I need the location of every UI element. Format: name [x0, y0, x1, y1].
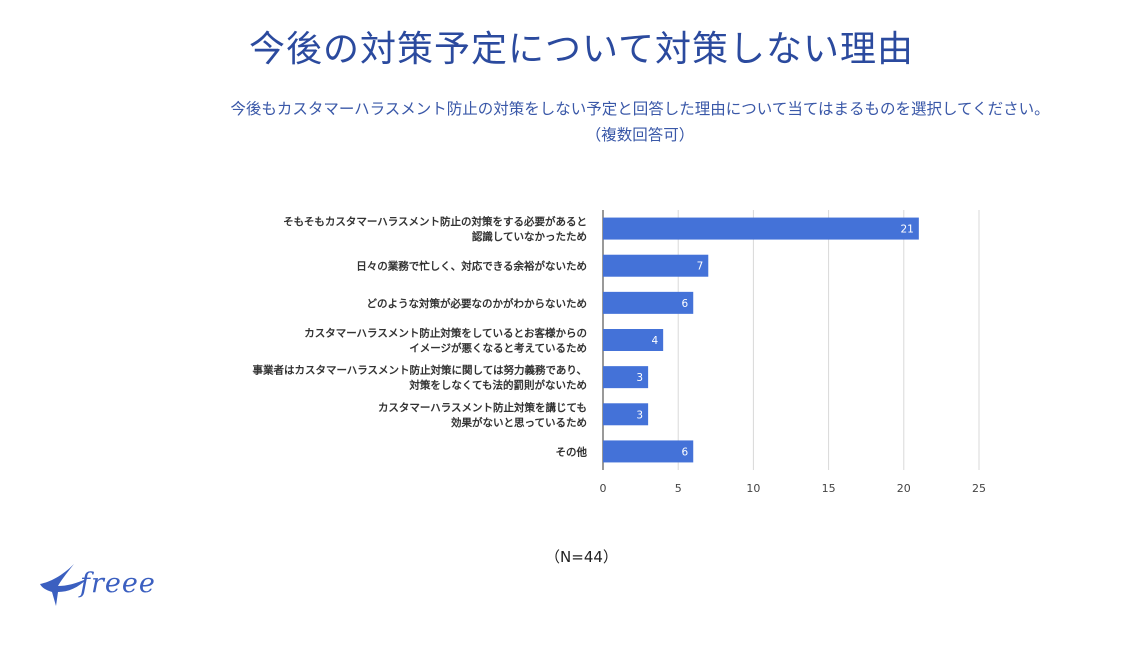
bar-6	[603, 440, 694, 463]
bar-1	[603, 254, 709, 277]
bar-0	[603, 217, 919, 240]
bar-5	[603, 403, 649, 426]
bird-icon	[40, 564, 88, 606]
bar-4	[603, 366, 649, 389]
bar-value-label-6: 6	[682, 446, 689, 458]
category-label-3-0: カスタマーハラスメント防止対策をしているとお客様からの	[304, 327, 587, 340]
category-label-2-0: どのような対策が必要なのかがわからないため	[367, 297, 588, 310]
bar-value-label-5: 3	[636, 409, 643, 421]
category-label-4-0: 事業者はカスタマーハラスメント防止対策に関しては努力義務であり、	[252, 364, 587, 377]
x-tick-label-0: 0	[600, 482, 607, 495]
subtitle-line-1: 今後もカスタマーハラスメント防止の対策をしない予定と回答した理由について当てはま…	[230, 100, 1050, 118]
x-tick-label-2: 10	[746, 482, 760, 495]
bar-value-label-4: 3	[636, 372, 643, 384]
sample-size-note: （N=44）	[545, 548, 618, 566]
subtitle-line-2: （複数回答可）	[585, 126, 695, 144]
x-tick-label-1: 5	[675, 482, 682, 495]
x-tick-label-5: 25	[972, 482, 986, 495]
freee-logo: freee	[36, 560, 166, 616]
x-tick-label-4: 20	[897, 482, 911, 495]
chart-title: 今後の対策予定について対策しない理由	[249, 29, 914, 70]
category-label-3-1: イメージが悪くなると考えているため	[409, 342, 587, 355]
bar-2	[603, 291, 694, 314]
bar-3	[603, 329, 664, 351]
category-label-0-0: そもそもカスタマーハラスメント防止の対策をする必要があると	[283, 215, 587, 228]
category-label-6-0: その他	[556, 445, 588, 458]
category-label-5-1: 効果がないと思っているため	[451, 416, 587, 429]
x-tick-label-3: 15	[822, 482, 836, 495]
bar-value-label-2: 6	[682, 298, 689, 310]
category-label-5-0: カスタマーハラスメント防止対策を講じても	[378, 401, 587, 414]
bar-value-label-1: 7	[697, 261, 704, 273]
category-label-1-0: 日々の業務で忙しく、対応できる余裕がないため	[356, 260, 587, 273]
bar-value-label-0: 21	[900, 224, 913, 236]
bar-value-label-3: 4	[651, 335, 658, 347]
category-label-4-1: 対策をしなくても法的罰則がないため	[408, 379, 587, 392]
chart-subtitle: 今後もカスタマーハラスメント防止の対策をしない予定と回答した理由について当てはま…	[140, 96, 1140, 148]
brand-name: freee	[80, 568, 156, 599]
category-label-0-1: 認識していなかったため	[472, 230, 587, 243]
